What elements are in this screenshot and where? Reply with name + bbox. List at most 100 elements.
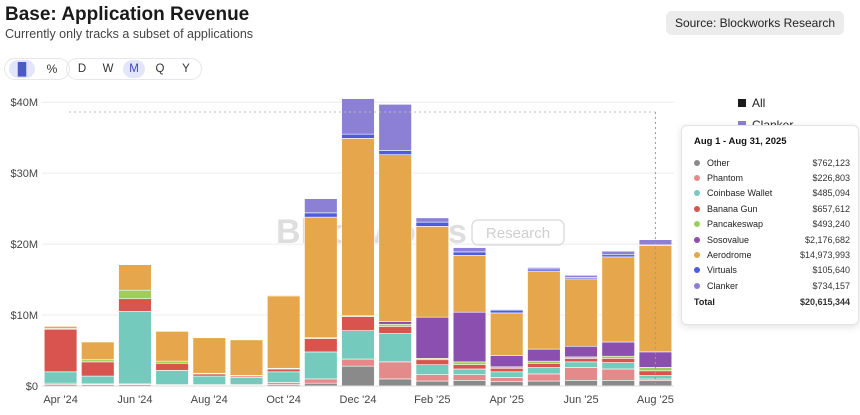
bar-segment[interactable] <box>490 309 524 314</box>
bar-segment[interactable] <box>266 382 301 385</box>
bar-stack[interactable] <box>378 104 412 387</box>
bar-segment[interactable] <box>564 358 598 363</box>
bar-segment[interactable] <box>564 367 598 381</box>
bar-segment[interactable] <box>452 361 487 366</box>
bar-segment[interactable] <box>601 380 635 387</box>
source-button[interactable]: Source: Blockworks Research <box>665 11 844 35</box>
bar-stack[interactable] <box>564 275 598 387</box>
bar-segment[interactable] <box>527 270 561 350</box>
bar-segment[interactable] <box>490 377 524 383</box>
bar-segment[interactable] <box>527 348 561 362</box>
period-q-button[interactable]: Q <box>155 63 165 75</box>
bar-segment[interactable] <box>415 316 450 359</box>
bar-segment[interactable] <box>304 198 338 214</box>
bar-stack[interactable] <box>192 337 226 387</box>
bar-segment[interactable] <box>452 251 487 256</box>
bar-segment[interactable] <box>266 368 301 373</box>
bar-segment[interactable] <box>304 212 338 218</box>
bar-segment[interactable] <box>452 311 487 363</box>
period-w-button[interactable]: W <box>102 63 114 75</box>
bar-segment[interactable] <box>564 275 598 278</box>
bar-segment[interactable] <box>490 309 524 311</box>
bar-segment[interactable] <box>601 358 635 363</box>
bar-segment[interactable] <box>341 358 375 367</box>
bar-segment[interactable] <box>564 278 598 347</box>
bar-stack[interactable] <box>266 294 301 387</box>
bar-segment[interactable] <box>601 362 635 370</box>
bar-segment[interactable] <box>304 216 338 339</box>
bar-segment[interactable] <box>81 375 115 385</box>
period-y-button[interactable]: Y <box>182 63 190 75</box>
bar-segment[interactable] <box>601 256 635 343</box>
bar-segment[interactable] <box>341 330 375 360</box>
bar-segment[interactable] <box>378 326 412 334</box>
bar-segment[interactable] <box>452 255 487 313</box>
bar-segment[interactable] <box>527 380 561 387</box>
bar-segment[interactable] <box>229 377 264 385</box>
bar-segment[interactable] <box>266 295 301 369</box>
bar-segment[interactable] <box>527 268 561 272</box>
bar-segment[interactable] <box>155 370 189 385</box>
bar-segment[interactable] <box>81 359 115 363</box>
bar-stack[interactable] <box>527 267 561 387</box>
bar-segment[interactable] <box>155 360 189 364</box>
bar-segment[interactable] <box>490 355 524 368</box>
bar-segment[interactable] <box>527 373 561 382</box>
bar-segment[interactable] <box>601 355 635 359</box>
period-m-button[interactable]: M <box>123 60 145 78</box>
legend-item-all[interactable]: All <box>738 92 793 114</box>
bar-segment[interactable] <box>378 150 412 155</box>
bar-segment[interactable] <box>43 371 78 384</box>
bar-segment[interactable] <box>378 154 412 322</box>
bar-segment[interactable] <box>601 368 635 381</box>
bar-segment[interactable] <box>266 371 301 383</box>
bar-segment[interactable] <box>415 359 450 366</box>
bar-segment[interactable] <box>564 361 598 368</box>
period-d-button[interactable]: D <box>77 63 87 75</box>
bar-segment[interactable] <box>415 364 450 375</box>
bar-segment[interactable] <box>638 351 673 368</box>
percent-icon[interactable]: % <box>46 62 58 76</box>
bar-segment[interactable] <box>378 321 412 325</box>
bar-stack[interactable] <box>601 250 635 387</box>
bar-segment[interactable] <box>564 345 598 358</box>
bar-segment[interactable] <box>490 312 524 356</box>
bar-segment[interactable] <box>601 341 635 357</box>
bar-segment[interactable] <box>527 362 561 368</box>
bar-segment[interactable] <box>229 339 264 376</box>
bar-segment[interactable] <box>266 294 301 297</box>
bar-segment[interactable] <box>118 289 152 300</box>
bar-segment[interactable] <box>341 133 375 139</box>
bar-segment[interactable] <box>452 380 487 387</box>
bar-segment[interactable] <box>341 98 375 135</box>
bar-segment[interactable] <box>415 217 450 223</box>
bar-segment[interactable] <box>452 368 487 375</box>
bar-stack[interactable] <box>341 98 375 387</box>
bar-segment[interactable] <box>527 360 561 364</box>
bar-segment[interactable] <box>490 381 524 387</box>
bar-segment[interactable] <box>304 338 338 353</box>
bar-segment[interactable] <box>81 361 115 377</box>
bar-segment[interactable] <box>118 264 152 291</box>
bar-segment[interactable] <box>304 351 338 380</box>
bar-stack[interactable] <box>81 341 115 387</box>
bar-segment[interactable] <box>43 326 78 329</box>
bar-segment[interactable] <box>378 361 412 380</box>
bar-segment[interactable] <box>341 365 375 387</box>
bar-segment[interactable] <box>192 373 226 377</box>
bar-stack[interactable] <box>452 247 487 387</box>
bar-segment[interactable] <box>452 374 487 381</box>
bar-segment[interactable] <box>564 380 598 387</box>
bar-stack[interactable] <box>229 339 264 387</box>
bar-segment[interactable] <box>452 364 487 370</box>
bar-segment[interactable] <box>490 367 524 373</box>
bar-segment[interactable] <box>378 323 412 327</box>
bar-segment[interactable] <box>341 316 375 331</box>
bar-segment[interactable] <box>378 104 412 151</box>
bar-segment[interactable] <box>341 138 375 317</box>
bar-segment[interactable] <box>415 221 450 227</box>
bar-segment[interactable] <box>415 380 450 387</box>
bar-segment[interactable] <box>378 333 412 363</box>
bar-stack[interactable] <box>155 331 189 387</box>
bar-segment[interactable] <box>192 375 226 385</box>
